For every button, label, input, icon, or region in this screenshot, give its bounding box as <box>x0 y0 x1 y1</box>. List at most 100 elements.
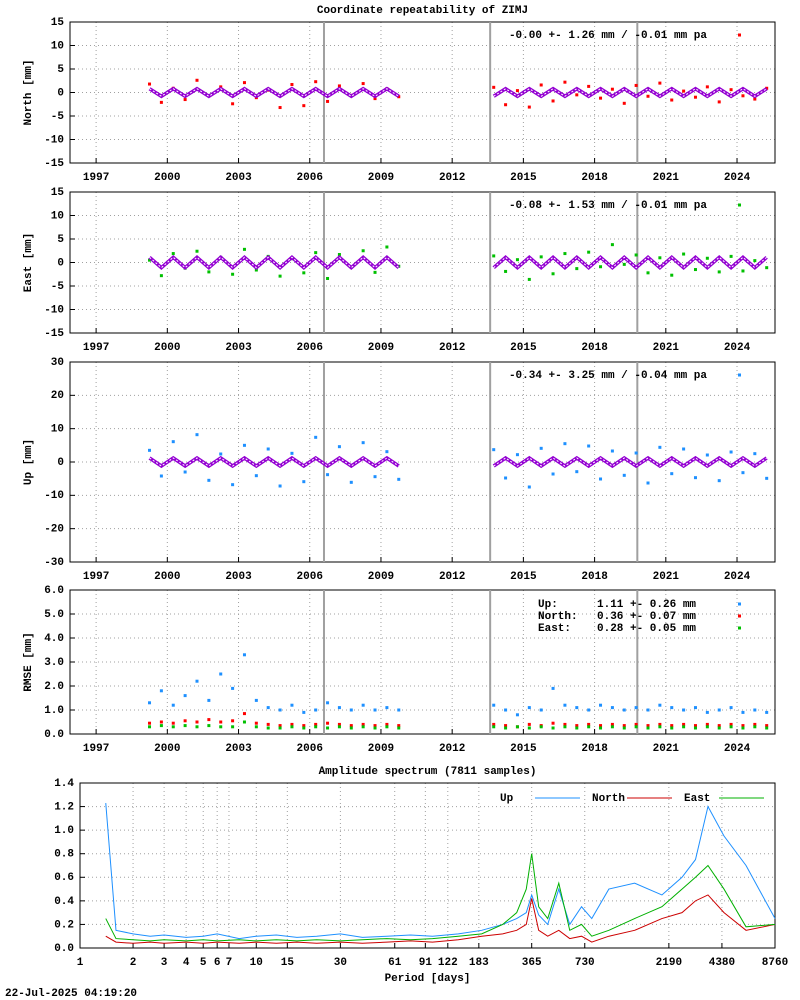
y-axis-label: East [mm] <box>23 233 35 292</box>
y-tick-label: -5 <box>51 111 65 123</box>
legend-swatch <box>738 373 741 377</box>
data-point <box>610 725 614 729</box>
data-point <box>741 710 745 714</box>
x-tick-label: 61 <box>388 957 402 969</box>
data-point <box>148 721 152 725</box>
y-tick-label: 5.0 <box>44 609 64 621</box>
data-point <box>242 720 246 724</box>
data-point <box>349 708 353 712</box>
data-point <box>551 686 555 690</box>
data-point <box>622 101 626 105</box>
data-point <box>599 477 603 481</box>
y-tick-label: 15 <box>51 187 65 199</box>
x-tick-label: 2015 <box>510 342 537 354</box>
data-point <box>717 708 721 712</box>
data-point <box>314 708 318 712</box>
y-tick-label: 2.0 <box>44 681 64 693</box>
plot-frame <box>79 782 776 949</box>
data-point <box>290 725 294 729</box>
x-tick-label: 2021 <box>653 743 680 755</box>
x-tick-label: 2024 <box>724 571 751 583</box>
y-tick-label: 10 <box>51 210 64 222</box>
legend-stat: 1.11 +- 0.26 mm <box>597 599 696 611</box>
data-point <box>242 653 246 657</box>
data-point <box>361 703 365 707</box>
data-point <box>682 447 686 451</box>
data-point <box>610 87 614 91</box>
data-point <box>765 476 769 480</box>
data-point <box>171 725 175 729</box>
data-point <box>266 447 270 451</box>
data-point <box>278 726 282 730</box>
x-tick-label: 2024 <box>724 342 751 354</box>
x-tick-label: 2009 <box>368 571 394 583</box>
y-tick-label: -15 <box>44 158 64 170</box>
x-tick-label: 2021 <box>653 571 680 583</box>
data-point <box>634 725 638 729</box>
data-point <box>705 256 709 260</box>
data-point <box>693 476 697 480</box>
data-point <box>219 725 223 729</box>
x-tick-label: 1997 <box>83 571 109 583</box>
data-point <box>670 98 674 102</box>
data-point <box>148 725 152 729</box>
x-tick-label: 3 <box>161 957 168 969</box>
data-point <box>302 271 306 275</box>
data-point <box>504 708 508 712</box>
x-tick-label: 5 <box>200 957 207 969</box>
data-point <box>385 722 389 726</box>
data-point <box>729 722 733 726</box>
data-point <box>337 722 341 726</box>
data-point <box>539 83 543 87</box>
data-point <box>622 708 626 712</box>
data-point <box>290 83 294 87</box>
data-point <box>385 706 389 710</box>
data-point <box>705 85 709 89</box>
data-point <box>717 270 721 274</box>
data-point <box>349 726 353 730</box>
data-point <box>171 440 175 444</box>
data-point <box>397 726 401 730</box>
data-point <box>527 277 531 281</box>
y-tick-label: -10 <box>44 304 64 316</box>
data-point <box>693 268 697 272</box>
y-axis-label: North [mm] <box>23 59 35 125</box>
data-point <box>551 99 555 103</box>
data-point <box>361 725 365 729</box>
data-point <box>622 724 626 728</box>
y-tick-label: 5 <box>57 234 64 246</box>
data-point <box>159 474 163 478</box>
data-point <box>753 725 757 729</box>
data-point <box>705 722 709 726</box>
x-tick-label: 30 <box>334 957 347 969</box>
data-point <box>171 252 175 256</box>
data-point <box>741 471 745 475</box>
data-point <box>171 721 175 725</box>
x-tick-label: 2003 <box>225 743 252 755</box>
y-tick-label: 0.6 <box>54 872 74 884</box>
data-point <box>183 719 187 723</box>
legend-stat: 0.36 +- 0.07 mm <box>597 611 696 623</box>
data-point <box>575 724 579 728</box>
data-point <box>587 84 591 88</box>
data-point <box>575 267 579 271</box>
data-point <box>183 694 187 698</box>
data-point <box>231 483 235 487</box>
data-point <box>278 724 282 728</box>
x-tick-label: 1997 <box>83 743 109 755</box>
data-point <box>515 453 519 457</box>
data-point <box>242 443 246 447</box>
data-point <box>219 452 223 456</box>
data-point <box>504 724 508 728</box>
data-point <box>242 81 246 85</box>
data-point <box>195 78 199 82</box>
plot-frame <box>69 361 776 563</box>
data-point <box>587 708 591 712</box>
x-tick-label: 2006 <box>297 743 323 755</box>
timestamp: 22-Jul-2025 04:19:20 <box>5 988 137 1000</box>
data-point <box>705 453 709 457</box>
y-tick-label: 30 <box>51 357 64 369</box>
legend-label: Up: <box>538 599 558 611</box>
chart-title: Amplitude spectrum (7811 samples) <box>319 766 537 778</box>
